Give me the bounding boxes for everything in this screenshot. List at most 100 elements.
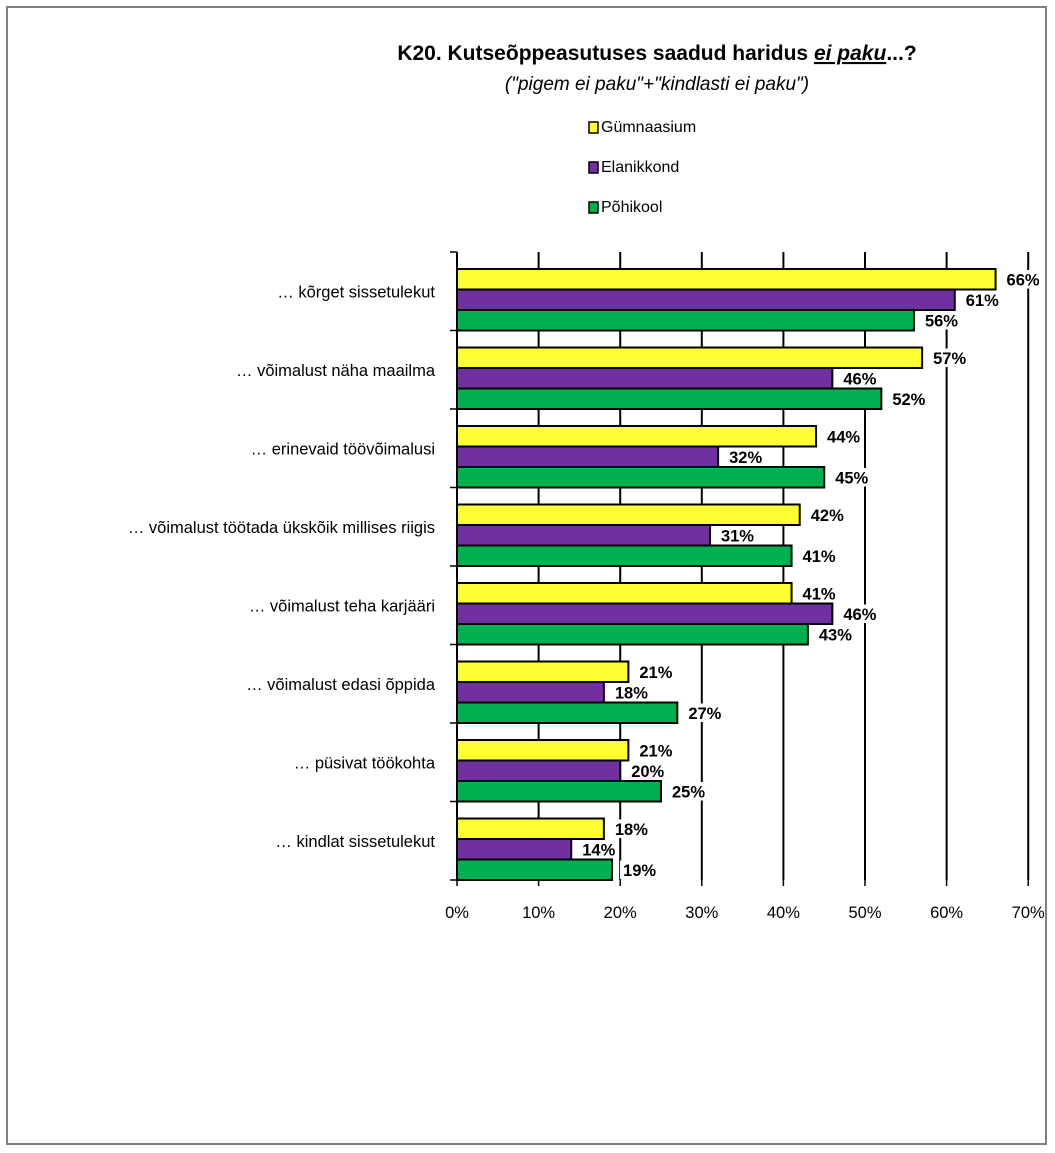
bar-chart: K20. Kutseõppeasutuses saadud haridus ei… [128, 42, 1045, 922]
chart-subtitle: ("pigem ei paku"+"kindlasti ei paku") [505, 74, 809, 95]
data-label-bg-0-0 [1003, 270, 1039, 289]
bar-5-0 [456, 660, 630, 683]
data-label-bg-3-2 [799, 546, 835, 565]
bar-5-2 [456, 701, 679, 724]
data-label-0-1: 61% [966, 292, 999, 310]
x-tick-label-6: 60% [930, 904, 963, 922]
data-label-bg-4-1 [840, 604, 876, 623]
legend-label-1: Elanikkond [601, 159, 679, 176]
data-label-7-1: 14% [582, 841, 615, 859]
data-label-1-1: 46% [843, 370, 876, 388]
bar-2-0 [456, 425, 818, 448]
data-label-bg-6-1 [628, 761, 664, 780]
chart-title-emphasis: ei paku [814, 42, 887, 65]
data-label-bg-5-0 [636, 662, 672, 681]
bars [456, 268, 997, 881]
data-label-bg-7-2 [620, 860, 656, 879]
data-label-2-0: 44% [827, 428, 860, 446]
bar-0-0 [456, 268, 997, 291]
data-label-5-1: 18% [615, 684, 648, 702]
bar-2-1 [456, 445, 720, 468]
data-label-bg-2-2 [832, 468, 868, 487]
category-label-5: … võimalust edasi õppida [246, 676, 436, 694]
legend-label-2: Põhikool [601, 199, 662, 216]
data-label-bg-2-1 [726, 447, 762, 466]
legend-swatch-1 [588, 161, 599, 174]
data-label-4-0: 41% [803, 585, 836, 603]
data-label-1-2: 52% [892, 391, 925, 409]
data-label-bg-3-0 [807, 505, 843, 524]
category-label-6: … püsivat töökohta [294, 754, 436, 772]
legend-label-0: Gümnaasium [601, 119, 696, 136]
data-label-bg-7-0 [611, 819, 647, 838]
category-label-7: … kindlat sissetulekut [275, 833, 435, 851]
data-label-4-2: 43% [819, 626, 852, 644]
bar-1-2 [456, 387, 883, 410]
bar-3-2 [456, 544, 793, 567]
bar-7-0 [456, 817, 605, 840]
data-label-bg-1-2 [889, 389, 925, 408]
bar-6-0 [456, 739, 630, 762]
chart-frame: K20. Kutseõppeasutuses saadud haridus ei… [6, 6, 1047, 1145]
data-label-bg-6-0 [636, 741, 672, 760]
x-tick-label-7: 70% [1012, 904, 1045, 922]
bar-4-0 [456, 582, 793, 605]
bar-4-1 [456, 602, 834, 625]
bar-7-1 [456, 838, 573, 861]
chart-title-suffix: ...? [886, 42, 916, 65]
legend: Gümnaasium Elanikkond Põhikool [588, 119, 696, 216]
chart-title: K20. Kutseõppeasutuses saadud haridus ei… [397, 42, 916, 65]
axes: 0% 10% 20% 30% 40% 50% 60% 70% [445, 251, 1045, 922]
data-label-bg-0-2 [921, 311, 957, 330]
data-label-3-1: 31% [721, 527, 754, 545]
category-label-2: … erinevaid töövõimalusi [251, 440, 435, 458]
data-label-bg-2-0 [824, 427, 860, 446]
data-label-0-0: 66% [1007, 271, 1040, 289]
bar-3-0 [456, 503, 801, 526]
data-label-bg-1-0 [930, 348, 966, 367]
chart-title-prefix: K20. Kutseõppeasutuses saadud haridus [397, 42, 814, 65]
data-label-7-2: 19% [623, 862, 656, 880]
x-tick-label-2: 20% [604, 904, 637, 922]
bar-6-1 [456, 759, 622, 782]
bar-1-1 [456, 367, 834, 390]
labels: … kõrget sissetulekut 66% 61% 56% … võimalus… [128, 270, 1040, 880]
category-label-1: … võimalust näha maailma [236, 362, 436, 380]
data-label-bg-4-0 [799, 584, 835, 603]
bar-7-2 [456, 858, 614, 881]
data-label-bg-3-1 [717, 526, 753, 545]
category-label-0: … kõrget sissetulekut [277, 283, 435, 301]
data-label-3-0: 42% [811, 507, 844, 525]
data-label-bg-1-1 [840, 369, 876, 388]
x-tick-label-1: 10% [522, 904, 555, 922]
data-label-6-1: 20% [631, 763, 664, 781]
bar-1-0 [456, 346, 924, 369]
legend-swatch-2 [588, 201, 599, 214]
data-label-4-1: 46% [843, 606, 876, 624]
data-label-6-2: 25% [672, 783, 705, 801]
bar-6-2 [456, 780, 662, 803]
data-label-5-2: 27% [688, 705, 721, 723]
legend-swatch-0 [588, 121, 599, 134]
data-label-bg-5-2 [685, 703, 721, 722]
data-label-bg-6-2 [669, 782, 704, 801]
data-label-6-0: 21% [639, 742, 672, 760]
data-label-bg-4-2 [815, 625, 851, 644]
data-label-5-0: 21% [639, 664, 672, 682]
bar-5-1 [456, 681, 605, 704]
x-tick-label-5: 50% [848, 904, 881, 922]
category-label-4: … võimalust teha karjääri [249, 597, 435, 615]
category-label-3: … võimalust töötada ükskõik millises rii… [128, 519, 435, 537]
x-tick-label-3: 30% [685, 904, 718, 922]
bar-0-1 [456, 288, 956, 311]
x-tick-label-4: 40% [767, 904, 800, 922]
bar-3-1 [456, 524, 711, 547]
data-label-0-2: 56% [925, 312, 958, 330]
bar-0-2 [456, 309, 915, 332]
data-label-1-0: 57% [933, 350, 966, 368]
x-tick-label-0: 0% [445, 904, 469, 922]
data-label-2-1: 32% [729, 449, 762, 467]
data-label-7-0: 18% [615, 821, 648, 839]
bar-4-2 [456, 623, 809, 646]
data-label-3-2: 41% [803, 548, 836, 566]
